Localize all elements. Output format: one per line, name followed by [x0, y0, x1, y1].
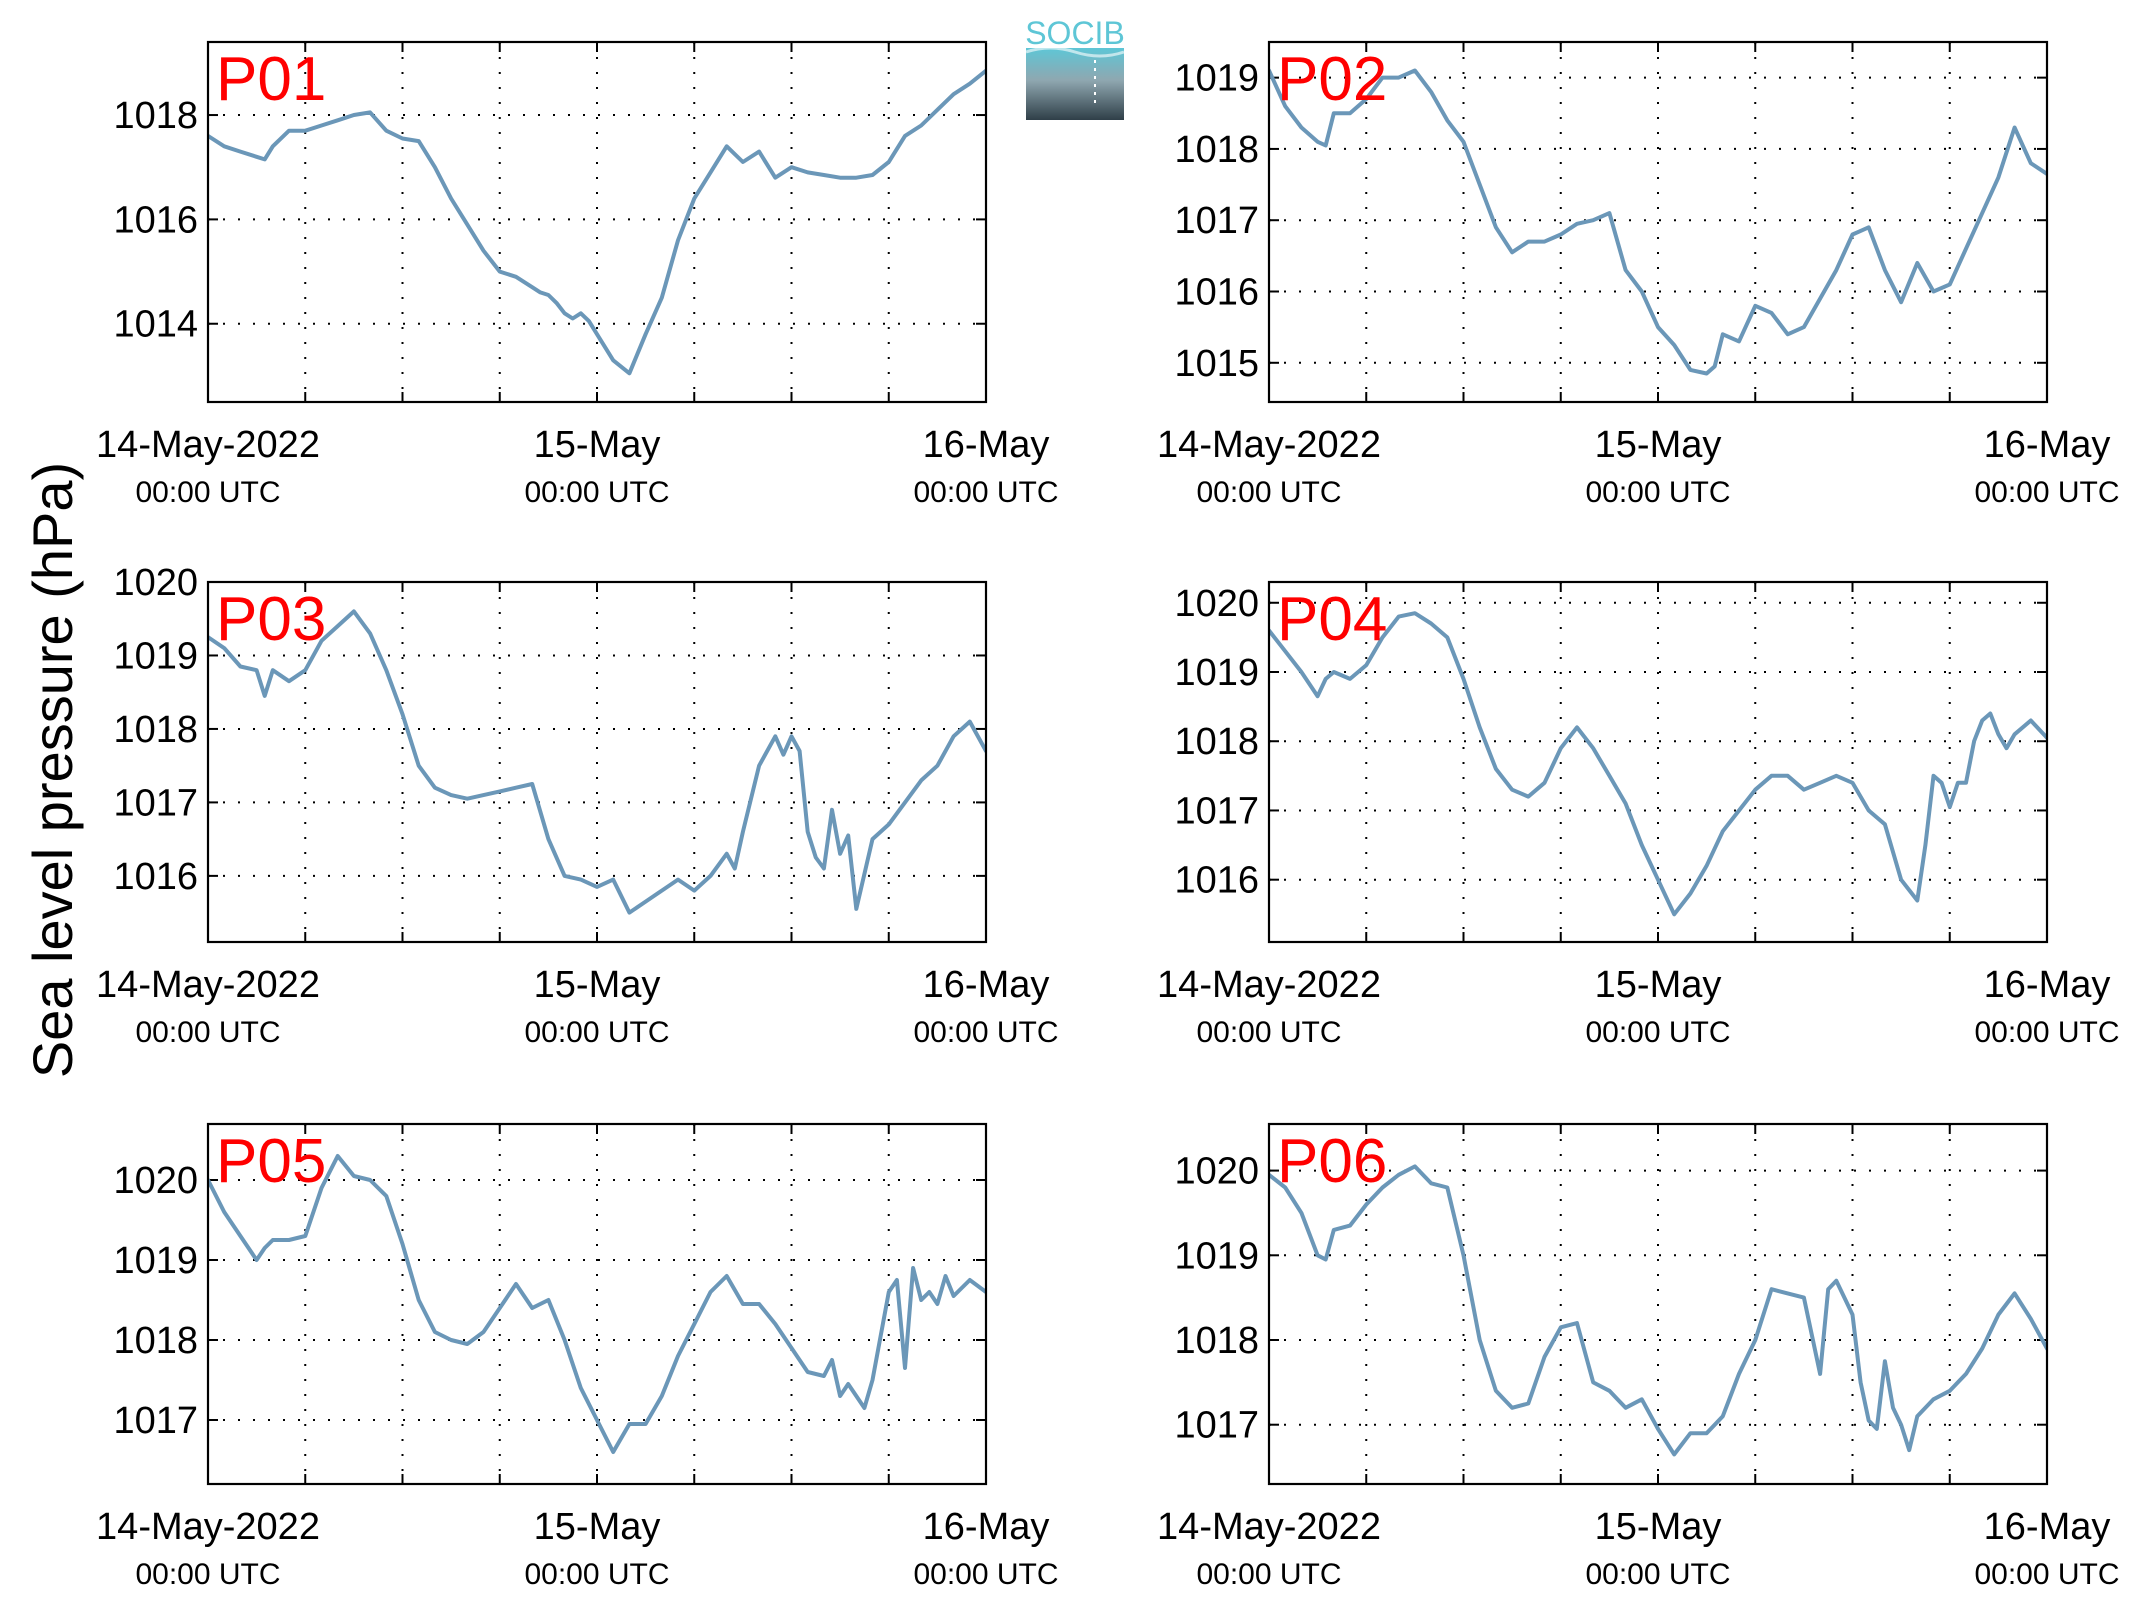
x-tick-sublabel: 00:00 UTC: [135, 476, 280, 509]
y-tick-label: 1019: [113, 1240, 198, 1282]
y-tick-label: 1017: [113, 1400, 198, 1442]
y-tick-label: 1018: [1174, 129, 1259, 171]
panel-p02: 1015 1016 1017 1018 1019 14-May-2022 00:00 UTC…: [1157, 40, 2120, 509]
socib-logo-block: [1026, 48, 1124, 120]
x-tick-label: 16-May: [923, 424, 1050, 466]
x-tick-sublabel: 00:00 UTC: [913, 1016, 1058, 1049]
x-tick-label: 14-May-2022: [96, 424, 320, 466]
axes-frame: [1267, 580, 2049, 944]
x-tick-label: 14-May-2022: [1157, 1506, 1381, 1548]
y-tick-label: 1020: [113, 562, 198, 604]
y-tick-label: 1019: [1174, 1235, 1259, 1277]
panel-label: P05: [216, 1127, 326, 1196]
socib-logo-text: SOCIB: [1025, 15, 1125, 51]
y-tick-label: 1014: [113, 304, 198, 346]
y-tick-label: 1017: [1174, 1405, 1259, 1447]
y-tick-label: 1016: [113, 199, 198, 241]
panel-p01: 1014 1016 1018 14-May-2022 00:00 UTC 15-May 00…: [96, 40, 1059, 509]
y-tick-label: 1015: [1174, 343, 1259, 385]
x-tick-sublabel: 00:00 UTC: [135, 1016, 280, 1049]
axes-frame: [1267, 40, 2049, 404]
y-tick-label: 1019: [113, 635, 198, 677]
x-tick-label: 14-May-2022: [1157, 424, 1381, 466]
y-tick-label: 1019: [1174, 58, 1259, 100]
x-tick-sublabel: 00:00 UTC: [1585, 1016, 1730, 1049]
y-tick-label: 1018: [113, 1320, 198, 1362]
x-tick-sublabel: 00:00 UTC: [1974, 1016, 2119, 1049]
y-tick-label: 1016: [1174, 860, 1259, 902]
x-tick-sublabel: 00:00 UTC: [913, 1558, 1058, 1591]
y-tick-label: 1017: [1174, 200, 1259, 242]
x-tick-label: 16-May: [923, 964, 1050, 1006]
pressure-series-line: [208, 1154, 986, 1454]
x-tick-label: 16-May: [1984, 964, 2111, 1006]
x-tick-sublabel: 00:00 UTC: [1196, 1558, 1341, 1591]
axes-frame: [206, 1122, 988, 1486]
x-tick-label: 15-May: [1595, 424, 1722, 466]
y-tick-label: 1018: [1174, 1320, 1259, 1362]
panel-grid: 1014 1016 1018 14-May-2022 00:00 UTC 15-May 00…: [96, 40, 2120, 1591]
y-axis-label: Sea level pressure (hPa): [21, 462, 84, 1078]
x-tick-label: 16-May: [1984, 424, 2111, 466]
x-tick-sublabel: 00:00 UTC: [524, 1016, 669, 1049]
x-tick-sublabel: 00:00 UTC: [913, 476, 1058, 509]
panel-label: P03: [216, 585, 326, 654]
x-tick-label: 16-May: [923, 1506, 1050, 1548]
x-tick-label: 16-May: [1984, 1506, 2111, 1548]
pressure-series-line: [1269, 1164, 2047, 1457]
x-tick-label: 15-May: [1595, 964, 1722, 1006]
x-tick-sublabel: 00:00 UTC: [1585, 476, 1730, 509]
y-tick-label: 1019: [1174, 652, 1259, 694]
y-tick-label: 1018: [113, 709, 198, 751]
panel-label: P04: [1277, 585, 1387, 654]
panel-p04: 1016 1017 1018 1019 1020 14-May-2022 00:00 UTC…: [1157, 580, 2120, 1049]
pressure-series-line: [1269, 611, 2047, 917]
x-tick-sublabel: 00:00 UTC: [1196, 476, 1341, 509]
panel-p06: 1017 1018 1019 1020 14-May-2022 00:00 UTC 15-M…: [1157, 1122, 2120, 1591]
x-tick-label: 15-May: [534, 964, 661, 1006]
axes-frame: [206, 40, 988, 404]
pressure-series-line: [1269, 68, 2047, 376]
x-tick-sublabel: 00:00 UTC: [1974, 1558, 2119, 1591]
panel-label: P06: [1277, 1127, 1387, 1196]
x-tick-sublabel: 00:00 UTC: [524, 1558, 669, 1591]
x-tick-sublabel: 00:00 UTC: [135, 1558, 280, 1591]
axes-frame: [1267, 1122, 2049, 1486]
x-tick-sublabel: 00:00 UTC: [1974, 476, 2119, 509]
y-tick-label: 1020: [1174, 1151, 1259, 1193]
y-tick-label: 1020: [1174, 583, 1259, 625]
x-tick-sublabel: 00:00 UTC: [1196, 1016, 1341, 1049]
x-tick-label: 14-May-2022: [96, 964, 320, 1006]
y-tick-label: 1016: [113, 856, 198, 898]
y-tick-label: 1018: [1174, 721, 1259, 763]
x-tick-label: 14-May-2022: [1157, 964, 1381, 1006]
y-tick-label: 1017: [1174, 790, 1259, 832]
pressure-series-line: [208, 609, 986, 915]
x-tick-label: 15-May: [534, 1506, 661, 1548]
axes-frame: [206, 580, 988, 944]
socib-logo: SOCIB: [1025, 15, 1125, 120]
x-tick-sublabel: 00:00 UTC: [524, 476, 669, 509]
y-tick-label: 1020: [113, 1160, 198, 1202]
x-tick-label: 15-May: [534, 424, 661, 466]
x-tick-sublabel: 00:00 UTC: [1585, 1558, 1730, 1591]
panel-p05: 1017 1018 1019 1020 14-May-2022 00:00 UTC 15-M…: [96, 1122, 1059, 1591]
y-tick-label: 1017: [113, 782, 198, 824]
pressure-series-line: [208, 68, 986, 376]
socib-logo-wave: [1025, 46, 1125, 58]
y-tick-label: 1018: [113, 95, 198, 137]
y-tick-label: 1016: [1174, 272, 1259, 314]
panel-label: P01: [216, 45, 326, 114]
panel-label: P02: [1277, 45, 1387, 114]
x-tick-label: 15-May: [1595, 1506, 1722, 1548]
x-tick-label: 14-May-2022: [96, 1506, 320, 1548]
panel-p03: 1016 1017 1018 1019 1020 14-May-2022 00:00 UTC…: [96, 562, 1058, 1049]
